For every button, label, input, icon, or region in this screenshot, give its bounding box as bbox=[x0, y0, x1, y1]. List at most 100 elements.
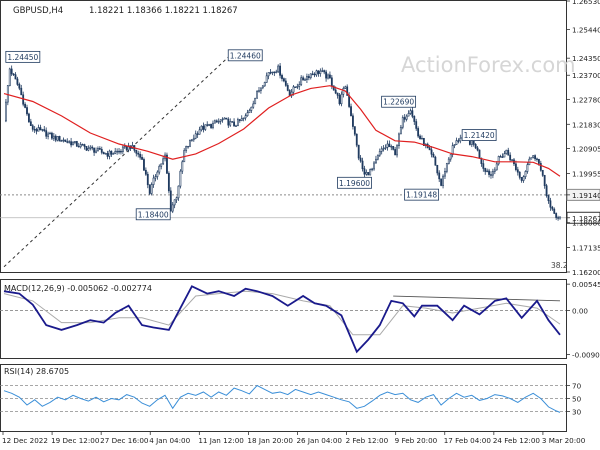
candle-body bbox=[350, 106, 352, 117]
candle-body bbox=[474, 144, 477, 149]
candle-body bbox=[89, 146, 92, 149]
candle-body bbox=[120, 150, 122, 153]
candle-body bbox=[315, 70, 318, 76]
rsi-label: RSI(14) 28.6705 bbox=[4, 367, 69, 376]
candle-body bbox=[455, 140, 458, 145]
candle-body bbox=[279, 65, 281, 76]
candle-body bbox=[394, 149, 397, 156]
candle-body bbox=[459, 137, 462, 142]
candle-body bbox=[215, 120, 218, 123]
candle-body bbox=[522, 176, 525, 181]
time-tick-label: 4 Jan 04:00 bbox=[149, 436, 190, 445]
candle-body bbox=[194, 133, 197, 139]
candle-body bbox=[156, 171, 159, 177]
candle-body bbox=[482, 163, 485, 169]
candle-body bbox=[225, 117, 228, 120]
candle-body bbox=[31, 125, 34, 130]
candle-body bbox=[555, 213, 558, 218]
candle-body bbox=[181, 161, 184, 172]
candle-body bbox=[258, 90, 260, 92]
candle-body bbox=[221, 118, 224, 121]
macd-tick-label: 0.00 bbox=[572, 307, 588, 316]
candle-body bbox=[81, 144, 84, 146]
candle-body bbox=[158, 165, 161, 173]
candle-body bbox=[95, 150, 97, 153]
price-tick-label: 1.22780 bbox=[572, 95, 600, 104]
candle-body bbox=[58, 136, 61, 142]
level-label: 1.19600 bbox=[339, 179, 370, 188]
time-tick-label: 17 Feb 04:00 bbox=[444, 436, 492, 445]
candle-body bbox=[361, 160, 364, 170]
candle-body bbox=[100, 149, 103, 153]
candle-body bbox=[491, 171, 494, 176]
time-axis: 12 Dec 2022 19 Dec 12:00 27 Dec 16:00 4 Jan… bbox=[2, 431, 586, 445]
macd-line bbox=[3, 285, 561, 354]
candle-body bbox=[490, 174, 492, 176]
candle-body bbox=[534, 155, 536, 160]
candle-body bbox=[438, 172, 441, 180]
candle-body bbox=[160, 163, 163, 167]
candle-body bbox=[167, 173, 170, 192]
candle-body bbox=[373, 162, 375, 170]
candle-body bbox=[386, 143, 389, 148]
candle-body bbox=[352, 115, 354, 127]
candle-body bbox=[110, 150, 113, 155]
candle-body bbox=[298, 84, 301, 87]
candle-body bbox=[87, 148, 90, 151]
price-tick-label: 1.26530 bbox=[572, 0, 600, 6]
candle-body bbox=[493, 169, 496, 172]
candle-body bbox=[277, 65, 280, 73]
candle-body bbox=[227, 118, 230, 126]
candle-body bbox=[353, 126, 356, 135]
candle-body bbox=[33, 128, 36, 131]
candle-body bbox=[240, 118, 243, 121]
candle-body bbox=[144, 169, 147, 175]
candle-body bbox=[6, 85, 9, 103]
candle-body bbox=[399, 126, 402, 135]
time-tick-label: 26 Jan 04:00 bbox=[296, 436, 342, 445]
macd-label: MACD(12,26,9) -0.005062 -0.002774 bbox=[4, 284, 152, 293]
candle-body bbox=[208, 123, 211, 126]
candle-body bbox=[20, 87, 23, 96]
time-tick-label: 12 Dec 2022 bbox=[2, 436, 48, 445]
candle-body bbox=[118, 150, 120, 153]
candle-body bbox=[547, 195, 550, 202]
level-label-box bbox=[227, 49, 263, 62]
rsi-tick-label: 30 bbox=[572, 408, 582, 417]
candle-body bbox=[549, 200, 552, 208]
level-label-box bbox=[337, 176, 372, 189]
price-tick-label: 1.23700 bbox=[572, 71, 600, 80]
time-tick-label: 18 Jan 20:00 bbox=[247, 436, 293, 445]
candle-body bbox=[286, 85, 289, 91]
candle-body bbox=[300, 77, 303, 85]
candle-body bbox=[344, 86, 347, 89]
candle-body bbox=[313, 73, 316, 76]
candle-body bbox=[332, 85, 335, 91]
candle-body bbox=[524, 171, 527, 177]
candle-body bbox=[14, 74, 17, 80]
candle-body bbox=[93, 147, 96, 153]
candle-body bbox=[187, 145, 189, 148]
candle-body bbox=[334, 89, 337, 94]
candle-body bbox=[210, 123, 212, 128]
candle-body bbox=[401, 117, 404, 128]
time-tick-label: 24 Feb 12:00 bbox=[493, 436, 541, 445]
macd-trendline bbox=[393, 295, 561, 302]
candle-body bbox=[198, 129, 201, 135]
macd-signal-line bbox=[3, 290, 561, 336]
macd-tick-label: -0.00909 bbox=[572, 351, 600, 360]
candle-body bbox=[139, 153, 142, 158]
candle-body bbox=[271, 71, 274, 74]
candle-body bbox=[392, 146, 395, 150]
candle-body bbox=[137, 152, 140, 155]
candle-body bbox=[8, 68, 11, 87]
candle-body bbox=[411, 110, 414, 117]
candle-body bbox=[200, 125, 203, 131]
candle-body bbox=[447, 158, 450, 164]
candle-body bbox=[18, 84, 21, 89]
candle-body bbox=[415, 121, 418, 129]
level-label-box bbox=[404, 188, 440, 201]
candle-body bbox=[175, 197, 178, 201]
candle-body bbox=[39, 127, 42, 131]
rsi-line bbox=[3, 384, 561, 413]
